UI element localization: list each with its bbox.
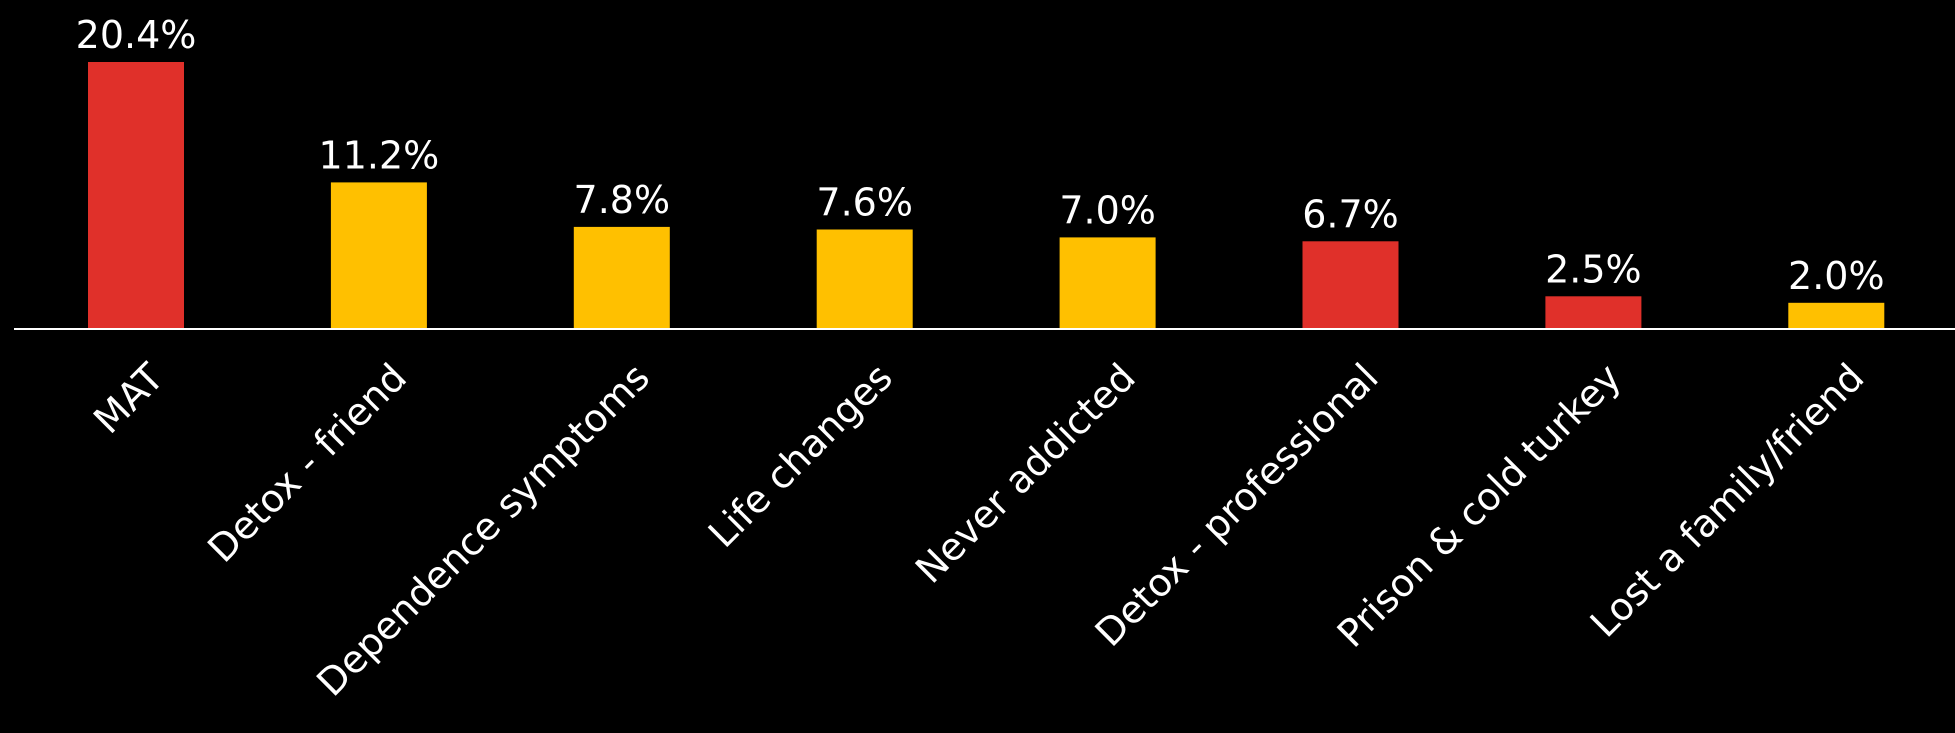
bar-2	[330, 182, 427, 329]
bar-4	[816, 229, 913, 329]
x-tick-label-6: Detox - professional	[1087, 355, 1387, 655]
x-tick-label-4: Life changes	[700, 355, 901, 556]
bars-layer	[88, 62, 1885, 329]
data-label-2: 11.2%	[319, 133, 440, 177]
data-label-8: 2.0%	[1788, 254, 1885, 298]
bar-1	[88, 62, 184, 329]
x-tick-label-5: Never addicted	[907, 355, 1144, 592]
data-label-1: 20.4%	[76, 13, 197, 57]
data-label-6: 6.7%	[1302, 192, 1399, 236]
x-tick-label-2: Detox - friend	[199, 355, 415, 571]
bar-7	[1545, 296, 1642, 329]
value-labels-layer: 20.4% 11.2% 7.8% 7.6% 7.0% 6.7% 2.5% 2.0%	[76, 13, 1885, 298]
bar-3	[573, 226, 670, 329]
bar-6	[1302, 241, 1399, 329]
data-label-3: 7.8%	[574, 178, 671, 222]
bar-5	[1059, 237, 1156, 329]
bar-8	[1788, 302, 1885, 329]
x-tick-label-1: MAT	[85, 354, 173, 442]
x-tick-label-8: Lost a family/friend	[1582, 355, 1873, 646]
data-label-4: 7.6%	[816, 181, 913, 225]
data-label-5: 7.0%	[1059, 188, 1156, 232]
data-label-7: 2.5%	[1545, 247, 1642, 291]
